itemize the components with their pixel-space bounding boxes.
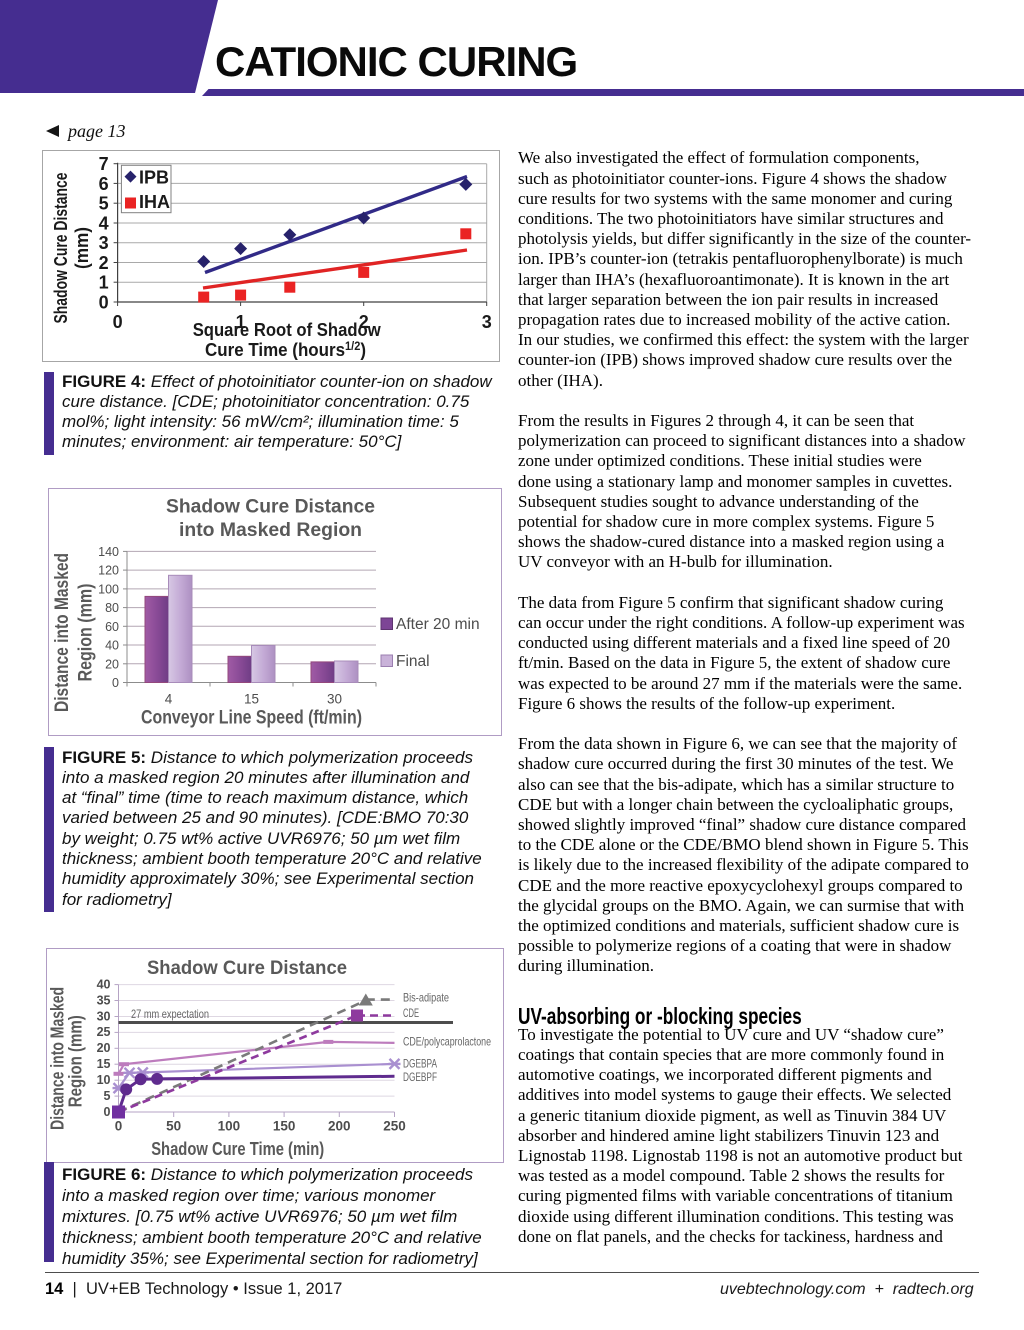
svg-text:25: 25 bbox=[96, 1025, 110, 1039]
svg-text:30: 30 bbox=[96, 1009, 110, 1023]
svg-text:140: 140 bbox=[98, 545, 119, 559]
svg-text:4: 4 bbox=[99, 214, 109, 234]
svg-text:1: 1 bbox=[99, 273, 109, 293]
svg-text:10: 10 bbox=[96, 1073, 110, 1087]
svg-text:80: 80 bbox=[105, 601, 119, 615]
svg-text:Shadow Cure Distance: Shadow Cure Distance bbox=[166, 496, 375, 518]
svg-text:0: 0 bbox=[112, 676, 119, 690]
svg-text:250: 250 bbox=[383, 1119, 406, 1134]
svg-text:CDE: CDE bbox=[403, 1006, 419, 1020]
svg-text:150: 150 bbox=[272, 1119, 295, 1134]
svg-text:50: 50 bbox=[166, 1119, 181, 1134]
svg-text:Shadow Cure Distance: Shadow Cure Distance bbox=[51, 173, 71, 324]
svg-text:4: 4 bbox=[165, 692, 173, 707]
svg-text:2: 2 bbox=[359, 312, 369, 332]
svg-text:40: 40 bbox=[105, 639, 119, 653]
svg-text:2: 2 bbox=[99, 253, 109, 273]
svg-text:60: 60 bbox=[105, 620, 119, 634]
svg-text:200: 200 bbox=[328, 1119, 351, 1134]
svg-text:6: 6 bbox=[99, 174, 109, 194]
svg-text:20: 20 bbox=[96, 1041, 110, 1055]
svg-text:30: 30 bbox=[327, 692, 342, 707]
svg-text:0: 0 bbox=[114, 1119, 122, 1134]
svg-text:Bis-adipate: Bis-adipate bbox=[403, 991, 449, 1005]
svg-text:Distance into Masked: Distance into Masked bbox=[52, 553, 73, 712]
svg-text:(mm): (mm) bbox=[72, 227, 92, 269]
svg-text:0: 0 bbox=[113, 312, 123, 332]
svg-text:Cure Time (hours1/2): Cure Time (hours1/2) bbox=[205, 339, 366, 360]
svg-text:1: 1 bbox=[236, 312, 246, 332]
svg-text:After 20 min: After 20 min bbox=[396, 616, 480, 633]
svg-text:Shadow Cure Time (min): Shadow Cure Time (min) bbox=[151, 1139, 324, 1159]
svg-text:IPB: IPB bbox=[139, 168, 169, 188]
svg-text:15: 15 bbox=[244, 692, 259, 707]
svg-text:15: 15 bbox=[96, 1057, 110, 1071]
svg-text:Region (mm): Region (mm) bbox=[76, 584, 97, 682]
svg-text:5: 5 bbox=[103, 1089, 110, 1103]
svg-text:5: 5 bbox=[99, 194, 109, 214]
svg-text:Shadow Cure Distance: Shadow Cure Distance bbox=[147, 957, 347, 979]
svg-text:CDE/polycaprolactone: CDE/polycaprolactone bbox=[403, 1035, 491, 1049]
svg-text:IHA: IHA bbox=[139, 192, 170, 212]
svg-text:Region (mm): Region (mm) bbox=[64, 1015, 85, 1107]
svg-text:0: 0 bbox=[103, 1105, 110, 1119]
svg-text:Distance into Masked: Distance into Masked bbox=[47, 987, 68, 1130]
svg-text:7: 7 bbox=[99, 154, 109, 174]
svg-text:Square Root of Shadow: Square Root of Shadow bbox=[193, 319, 382, 340]
svg-text:Conveyor Line Speed (ft/min): Conveyor Line Speed (ft/min) bbox=[141, 707, 362, 728]
svg-text:3: 3 bbox=[99, 233, 109, 253]
svg-text:120: 120 bbox=[98, 564, 119, 578]
svg-text:0: 0 bbox=[99, 293, 109, 313]
svg-text:DGEBPF: DGEBPF bbox=[403, 1070, 437, 1084]
svg-text:20: 20 bbox=[105, 657, 119, 671]
svg-text:35: 35 bbox=[96, 993, 110, 1007]
svg-text:40: 40 bbox=[96, 977, 110, 991]
svg-text:100: 100 bbox=[98, 582, 119, 596]
svg-text:Final: Final bbox=[396, 653, 430, 670]
svg-text:into Masked Region: into Masked Region bbox=[179, 519, 362, 541]
svg-text:3: 3 bbox=[482, 312, 492, 332]
svg-text:27 mm expectation: 27 mm expectation bbox=[131, 1007, 209, 1021]
svg-text:100: 100 bbox=[217, 1119, 240, 1134]
svg-text:DGEBPA: DGEBPA bbox=[403, 1057, 437, 1071]
